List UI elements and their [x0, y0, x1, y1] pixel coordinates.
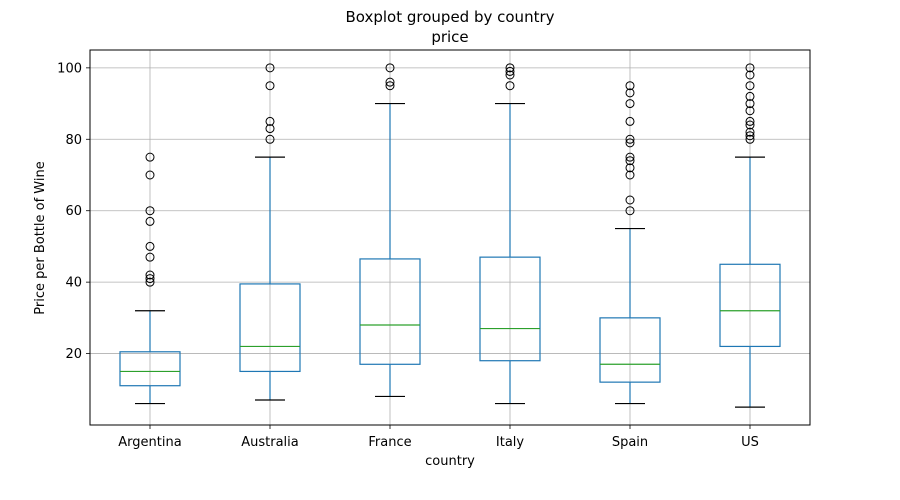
- box-group-italy: [479, 63, 541, 405]
- outlier-point: [505, 70, 515, 80]
- outlier-point: [505, 81, 515, 91]
- outlier-point: [625, 206, 635, 216]
- x-tick-label: US: [741, 435, 759, 450]
- iqr-box: [119, 351, 181, 387]
- outlier-point: [625, 156, 635, 166]
- outlier-point: [625, 152, 635, 162]
- x-tick-label: Spain: [612, 435, 648, 450]
- axes: 20 40 60 80 100 Argentina Australia France Italy…: [57, 49, 811, 450]
- outlier-point: [145, 241, 155, 251]
- x-tick-label: Argentina: [118, 435, 181, 450]
- plot-area: [119, 63, 781, 408]
- outlier-point: [625, 195, 635, 205]
- outlier-point: [265, 124, 275, 134]
- outlier-point: [745, 70, 755, 80]
- outlier-point: [745, 106, 755, 116]
- outlier-point: [625, 163, 635, 173]
- outlier-point: [745, 134, 755, 144]
- outlier-point: [625, 170, 635, 180]
- outlier-point: [625, 99, 635, 109]
- iqr-box: [599, 317, 661, 383]
- outlier-point: [265, 63, 275, 73]
- outlier-point: [385, 77, 395, 87]
- iqr-box: [719, 263, 781, 348]
- y-tick-label: 100: [57, 61, 82, 76]
- outlier-point: [745, 99, 755, 109]
- outlier-point: [265, 116, 275, 126]
- outlier-point: [745, 131, 755, 141]
- outlier-point: [145, 216, 155, 226]
- outlier-point: [145, 170, 155, 180]
- outlier-point: [145, 277, 155, 287]
- outlier-point: [145, 274, 155, 284]
- outlier-point: [625, 88, 635, 98]
- iqr-box: [479, 256, 541, 362]
- y-axis-label: Price per Bottle of Wine: [33, 161, 48, 314]
- x-tick-label: Italy: [496, 435, 525, 450]
- outlier-point: [625, 138, 635, 148]
- y-tick-label: 20: [65, 347, 82, 362]
- box-group-argentina: [119, 152, 181, 405]
- outlier-point: [625, 134, 635, 144]
- outlier-point: [145, 206, 155, 216]
- outlier-point: [745, 63, 755, 73]
- outlier-point: [745, 81, 755, 91]
- outlier-point: [505, 63, 515, 73]
- outlier-point: [505, 66, 515, 76]
- outlier-point: [745, 127, 755, 137]
- y-tick-label: 40: [65, 276, 82, 291]
- iqr-box: [359, 258, 421, 365]
- iqr-box: [239, 283, 301, 373]
- chart-subtitle: price: [431, 28, 468, 46]
- box-group-spain: [599, 81, 661, 405]
- x-tick-label: Australia: [241, 435, 299, 450]
- outlier-point: [145, 152, 155, 162]
- x-axis-label: country: [425, 454, 475, 469]
- y-tick-label: 60: [65, 204, 82, 219]
- outlier-point: [265, 81, 275, 91]
- outlier-point: [745, 120, 755, 130]
- box-group-france: [359, 63, 421, 398]
- outlier-point: [745, 91, 755, 101]
- outlier-point: [145, 252, 155, 262]
- outlier-point: [145, 270, 155, 280]
- x-tick-label: France: [368, 435, 411, 450]
- outlier-point: [385, 81, 395, 91]
- outlier-point: [625, 81, 635, 91]
- box-group-us: [719, 63, 781, 408]
- outlier-point: [385, 63, 395, 73]
- outlier-point: [625, 116, 635, 126]
- outlier-point: [745, 116, 755, 126]
- outlier-point: [265, 134, 275, 144]
- y-tick-label: 80: [65, 133, 82, 148]
- box-group-australia: [239, 63, 301, 401]
- axes-frame: [89, 49, 811, 426]
- chart-title: Boxplot grouped by country: [345, 8, 554, 26]
